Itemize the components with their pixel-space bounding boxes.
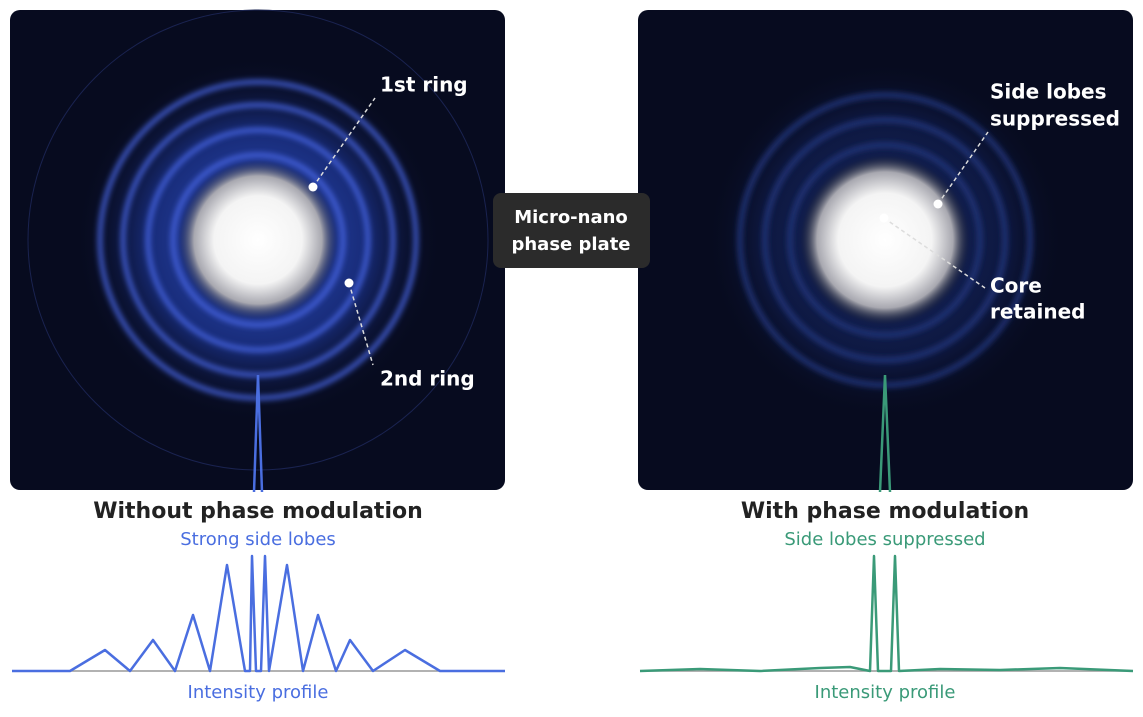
profile-label: Intensity profile: [188, 682, 329, 703]
box-label: Micro-nano: [514, 207, 628, 228]
ring-label: 1st ring: [380, 73, 468, 97]
panel-subtitle: Strong side lobes: [180, 529, 336, 550]
annotation: suppressed: [990, 107, 1120, 131]
right-panel: Side lobes suppressed Core retained: [638, 10, 1133, 493]
panel-subtitle: Side lobes suppressed: [784, 529, 985, 550]
annotation: Side lobes: [990, 80, 1106, 104]
left-panel: 1st ring 2nd ring: [10, 9, 505, 493]
ring-label: 2nd ring: [380, 367, 475, 391]
right-profile: Intensity profile: [639, 554, 1134, 703]
annotation: retained: [990, 300, 1085, 324]
panel-title: With phase modulation: [741, 499, 1029, 524]
phase-plate-box: Micro-nano phase plate: [493, 193, 650, 268]
profile-label: Intensity profile: [815, 682, 956, 703]
left-profile: Intensity profile: [12, 554, 505, 703]
annotation: Core: [990, 274, 1042, 298]
box-label: phase plate: [511, 234, 630, 255]
panel-title: Without phase modulation: [93, 499, 423, 524]
